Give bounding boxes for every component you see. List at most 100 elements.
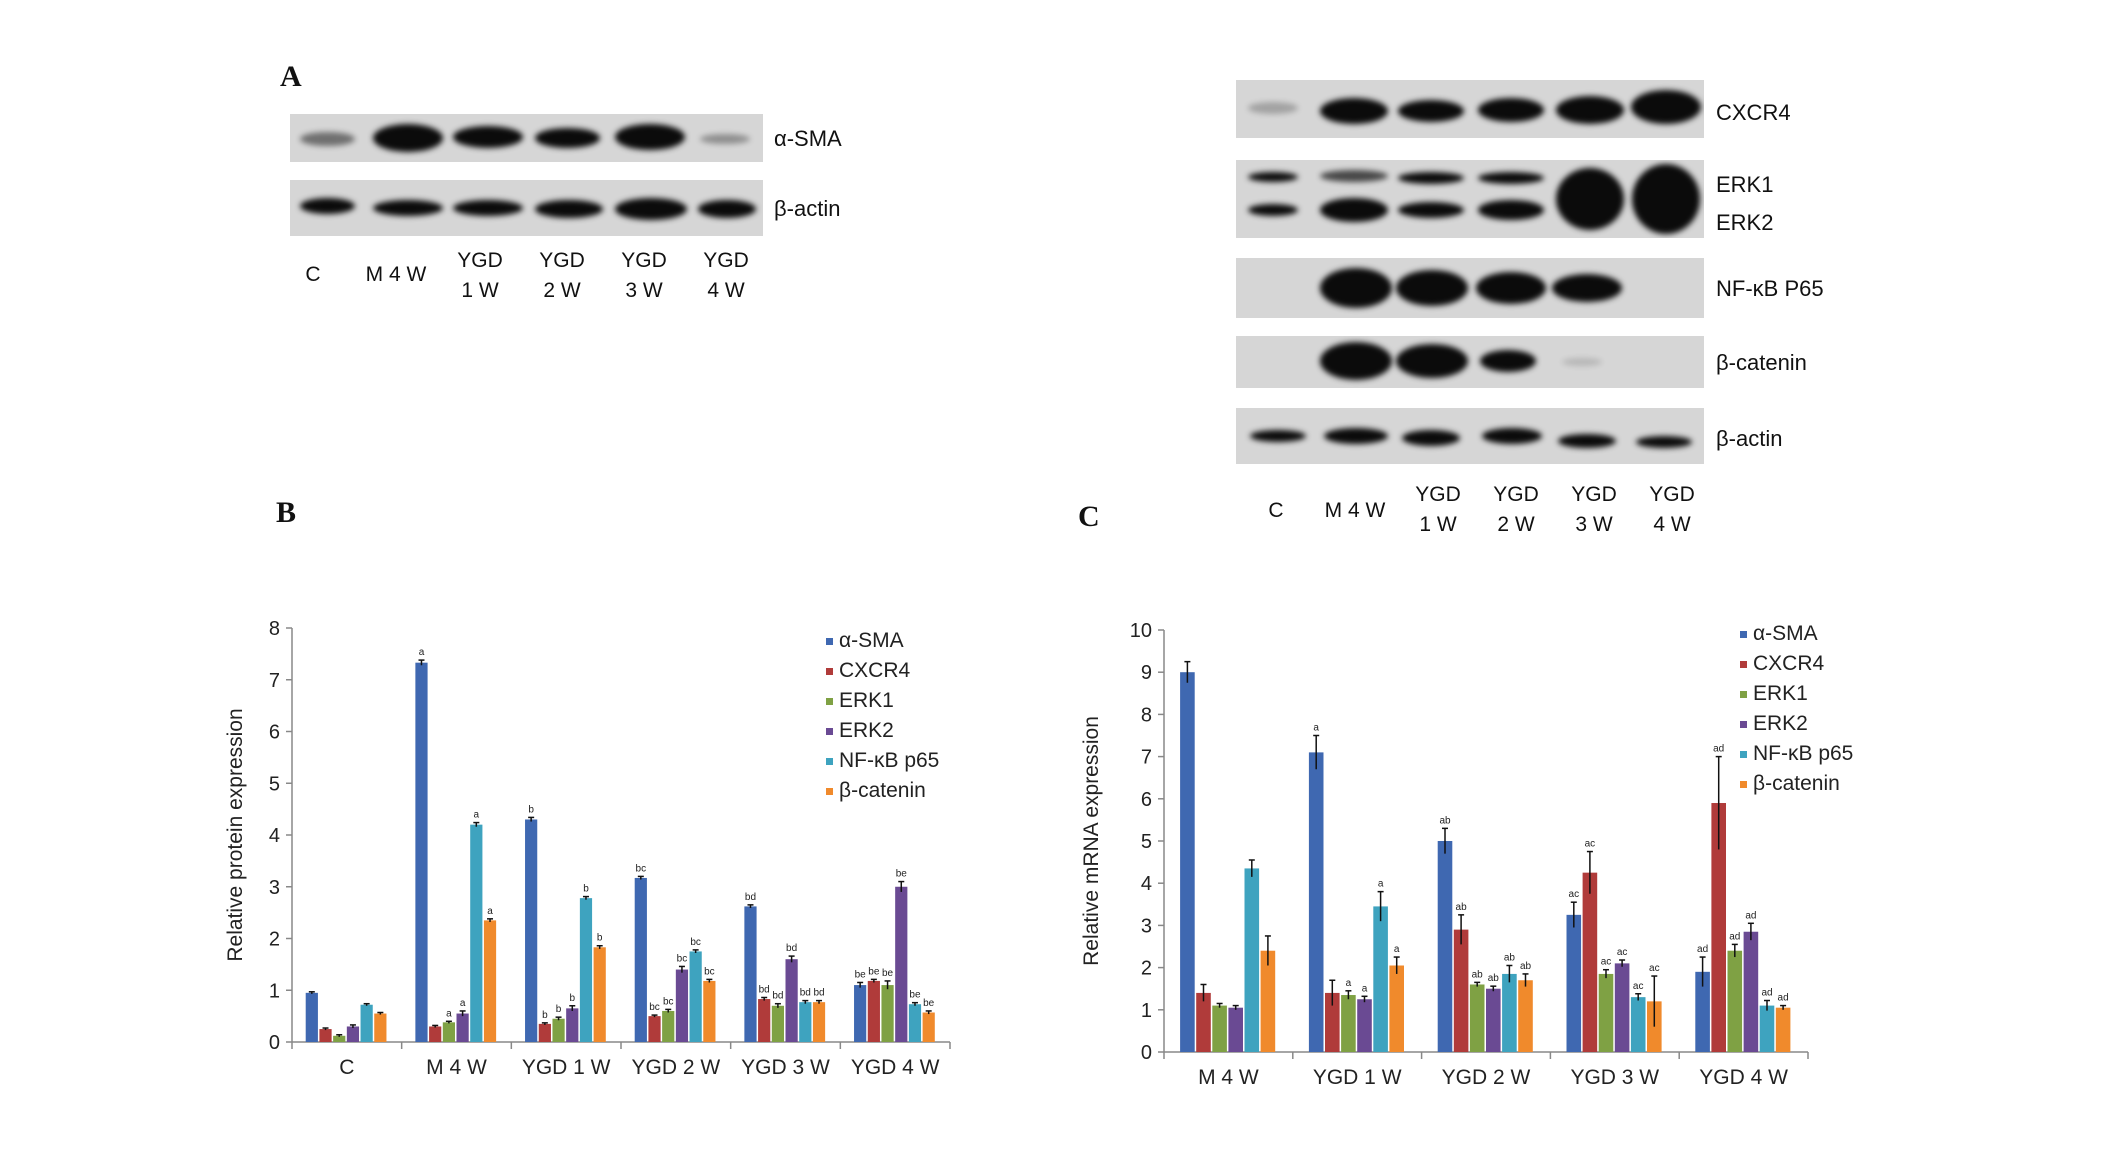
bar [1357,999,1372,1052]
y-tick-label: 5 [1141,831,1152,853]
significance-label: ac [1585,839,1596,850]
significance-label: bd [772,991,783,1002]
bar [758,999,771,1042]
x-tick-label: YGD 3 W [1570,1066,1659,1089]
y-tick-label: 6 [1141,789,1152,811]
legend-label: NF-κB p65 [839,749,939,772]
bar [319,1029,332,1042]
bar [1727,950,1743,1052]
blot-label-alpha-sma: α-SMA [774,126,842,151]
bar [374,1013,387,1042]
bar [1437,841,1453,1052]
blot-label-nfkb: NF-κB P65 [1716,276,1824,301]
bar [579,898,593,1042]
bar [415,662,428,1042]
blot-label-erk1: ERK1 [1716,172,1774,197]
legend-label: β-catenin [839,779,926,802]
significance-label: bd [759,984,770,995]
legend-swatch [1740,721,1747,728]
legend-swatch [826,698,833,705]
significance-label: ac [1617,947,1628,958]
x-tick-label: C [339,1056,354,1079]
significance-label: ad [1713,744,1724,755]
significance-label: bd [800,988,811,999]
mrna-expression-chart: 0 1 2 3 4 5 6 7 8 9 10 M 4 W YGD 1 W YGD 2 W YGD 3 W YG… [1080,620,1853,1089]
significance-label: b [556,1004,562,1015]
bar [689,951,702,1042]
bar [1325,992,1340,1052]
bar [360,1004,373,1042]
bar [881,985,894,1042]
bar [1389,965,1404,1052]
significance-label: be [923,998,935,1009]
lane-label-r-6: YGD 4 W [1649,483,1695,536]
y-tick-label: 0 [1141,1042,1152,1064]
bar [662,1010,675,1042]
bar [1582,872,1598,1052]
bar [785,959,798,1042]
bar [470,824,483,1042]
significance-label: a [1346,978,1352,989]
significance-label: a [460,998,466,1009]
bar [1518,980,1533,1052]
significance-label: b [542,1010,548,1021]
bar [1743,931,1759,1052]
significance-label: bc [649,1002,660,1013]
significance-label: ac [1601,957,1612,968]
legend-swatch [1740,661,1747,668]
bar [1759,1005,1775,1052]
bar [922,1012,935,1042]
significance-label: be [868,966,880,977]
significance-label: bc [663,996,674,1007]
significance-label: a [487,906,493,917]
y-tick-label: 6 [269,722,280,744]
significance-label: bc [704,966,715,977]
legend-label: NF-κB p65 [1753,742,1853,765]
bar [525,819,538,1042]
significance-label: ad [1729,931,1740,942]
y-tick-label: 4 [1141,873,1152,895]
x-tick-label: YGD 1 W [1313,1066,1402,1089]
bar [1373,906,1388,1052]
legend-swatch [826,788,833,795]
significance-label: a [1362,983,1368,994]
significance-label: bc [636,863,647,874]
significance-label: b [569,993,575,1004]
bar [1196,992,1211,1052]
bar [1453,929,1469,1052]
bar [305,992,318,1042]
y-tick-label: 0 [269,1032,280,1054]
bar [799,1002,812,1042]
y-tick-label: 1 [269,980,280,1002]
legend-label: ERK1 [839,689,894,712]
legend-swatch [826,638,833,645]
protein-expression-chart: 0 1 2 3 4 5 6 7 8 C M 4 W YGD 1 W YGD 2 W YGD 3 W YGD … [224,618,951,1079]
x-tick-label: YGD 4 W [1699,1066,1788,1089]
bar [1180,672,1195,1052]
significance-label: ad [1745,910,1756,921]
panel-letter-c: C [1078,500,1100,533]
significance-label: bd [786,943,797,954]
bar [854,985,867,1042]
x-tick-label: YGD 3 W [741,1056,830,1079]
bar [1244,868,1260,1052]
significance-label: ab [1504,952,1516,963]
significance-label: a [1394,944,1400,955]
panel-letter-a: A [280,60,302,93]
bar [1775,1007,1791,1052]
bar [483,920,497,1042]
blot-strip-beta-actin-a [290,180,763,236]
significance-label: ad [1761,988,1772,999]
blot-label-beta-actin-a: β-actin [774,196,841,221]
lane-label-r-1: C [1268,499,1284,522]
legend-label: ERK1 [1753,682,1808,705]
y-tick-label: 7 [269,670,280,692]
significance-label: ac [1633,981,1644,992]
y-tick-label: 8 [1141,704,1152,726]
blot-label-erk2: ERK2 [1716,210,1774,235]
significance-label: a [474,810,480,821]
y-tick-label: 1 [1141,1000,1152,1022]
significance-label: bc [690,937,701,948]
lane-label-r-5: YGD 3 W [1571,483,1617,536]
y-tick-label: 3 [1141,915,1152,937]
